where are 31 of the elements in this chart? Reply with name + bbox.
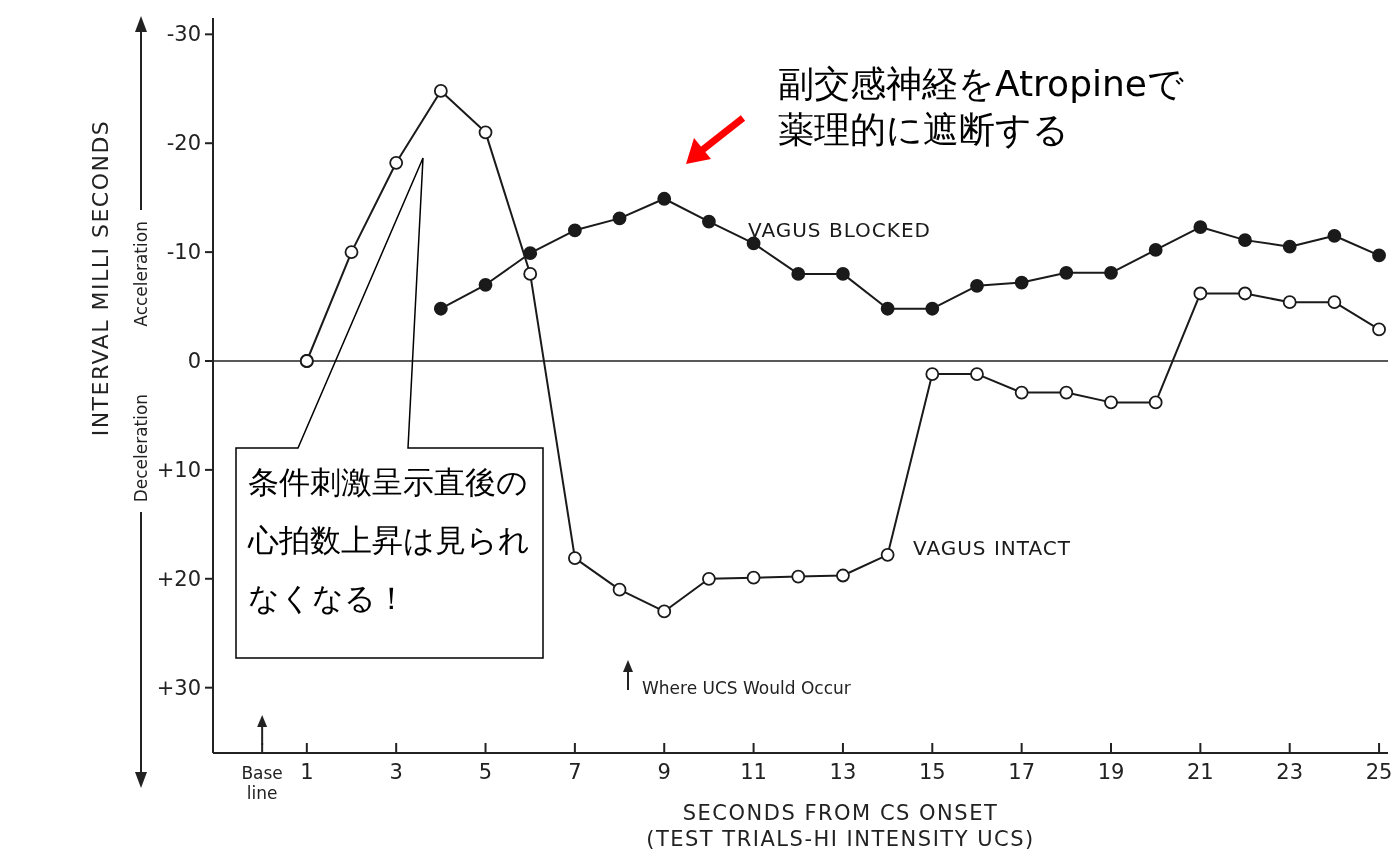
x-tick-label: Base line <box>241 763 283 803</box>
x-tick-label: 7 <box>568 760 582 784</box>
y-tick-label: +30 <box>156 675 201 700</box>
x-tick-label: 1 <box>300 760 314 784</box>
x-axis-title: SECONDS FROM CS ONSET <box>682 801 999 825</box>
annotation: 副交感神経をAtropineで薬理的に遮断する <box>778 63 1184 150</box>
x-tick-label: 13 <box>829 760 857 784</box>
text: Deceleration <box>131 393 151 503</box>
x-tick-label: 5 <box>478 760 493 784</box>
text: Acceleration <box>131 221 151 327</box>
x-tick-label: 21 <box>1186 760 1214 784</box>
y-tick-label: +10 <box>156 457 201 482</box>
x-tick-label: 23 <box>1276 760 1304 784</box>
series-label: VAGUS INTACT <box>913 536 1071 560</box>
y-tick-label: -30 <box>166 22 201 47</box>
x-tick-label: 11 <box>740 760 767 784</box>
x-tick-label: 3 <box>389 760 403 784</box>
x-tick-label: 17 <box>1008 760 1036 784</box>
text: (TEST TRIALS-HI INTENSITY UCS) <box>646 827 1035 851</box>
annotation: Where UCS Would Occur <box>642 678 851 698</box>
y-tick-label: -20 <box>166 131 201 156</box>
y-tick-label: 0 <box>187 349 201 373</box>
series-label: VAGUS BLOCKED <box>748 218 931 242</box>
y-tick-label: +20 <box>156 566 201 591</box>
y-tick-label: -10 <box>166 240 201 265</box>
annotation: 条件刺激呈示直後の心拍数上昇は見られなくなる！ <box>247 464 530 616</box>
x-tick-label: 15 <box>918 760 946 784</box>
x-tick-label: 19 <box>1097 760 1125 784</box>
x-tick-label: 9 <box>657 760 671 784</box>
x-tick-label: 25 <box>1365 760 1393 784</box>
y-axis-title: INTERVAL MILLI SECONDS <box>88 119 113 437</box>
